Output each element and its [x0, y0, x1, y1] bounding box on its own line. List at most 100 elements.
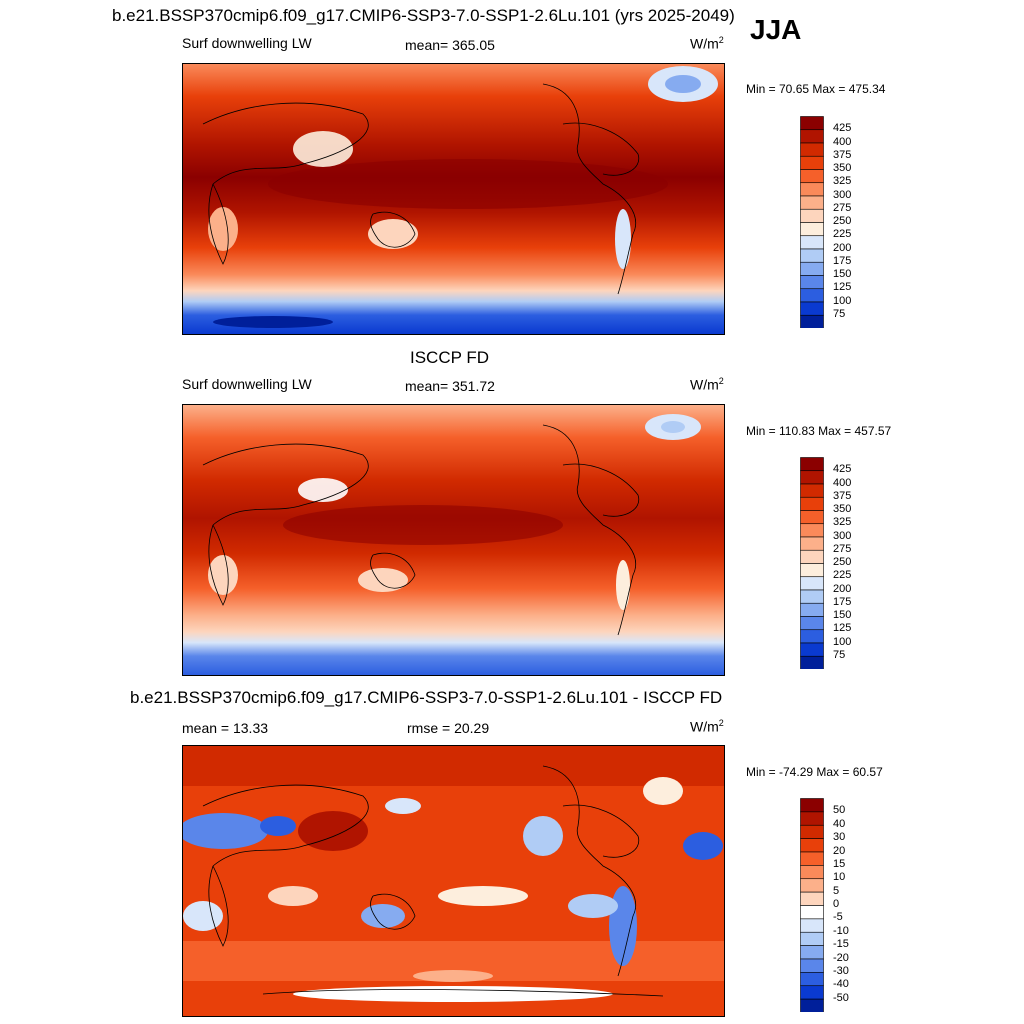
colorbar-swatch — [800, 301, 824, 316]
colorbar-tick-label: 0 — [833, 898, 840, 910]
colorbar-tick-label: 275 — [833, 542, 852, 555]
panel-diff-minmax: Min = -74.29 Max = 60.57 — [746, 765, 883, 779]
colorbar-tick-label: 40 — [833, 817, 846, 830]
panel-diff-title: b.e21.BSSP370cmip6.f09_g17.CMIP6-SSP3-7.… — [130, 688, 723, 707]
colorbar-tick-label: 300 — [833, 188, 852, 201]
colorbar-tick-label: 250 — [833, 556, 852, 568]
colorbar-tick-label: 125 — [833, 622, 852, 635]
colorbar-swatch — [800, 523, 824, 538]
map-diff-field — [183, 746, 724, 1016]
colorbar-swatch — [800, 798, 824, 813]
colorbar-swatch — [800, 208, 824, 223]
colorbar-swatch — [800, 222, 824, 237]
colorbar-tick-label: 250 — [833, 215, 852, 227]
colorbar-swatch — [800, 891, 824, 906]
panel-diff-mean-label: mean = 13.33 — [182, 720, 269, 736]
colorbar-tick-label: 225 — [833, 569, 852, 582]
colorbar-swatch — [800, 563, 824, 578]
colorbar-tick-label: 400 — [833, 476, 852, 489]
colorbar-swatch — [800, 235, 824, 250]
panel-diff-units-label: W/m2 — [690, 718, 724, 735]
panel-model-minmax: Min = 70.65 Max = 475.34 — [746, 82, 886, 96]
colorbar-tick-label: 175 — [833, 595, 852, 608]
colorbar-swatch — [800, 195, 824, 210]
colorbar-swatch — [800, 958, 824, 973]
panel-model-colorbar-swatches — [800, 116, 824, 329]
panel-model-mean-label: mean= 365.05 — [405, 37, 495, 53]
colorbar-tick-label: -40 — [833, 978, 849, 991]
colorbar-swatch — [800, 602, 824, 617]
colorbar-tick-label: -30 — [833, 964, 849, 977]
panel-obs-map — [182, 404, 725, 676]
panel-obs-mean-label: mean= 351.72 — [405, 378, 495, 394]
colorbar-swatch — [800, 905, 824, 920]
colorbar-tick-label: 10 — [833, 871, 846, 884]
colorbar-swatch — [800, 998, 824, 1013]
panel-model-units-label: W/m2 — [690, 35, 724, 52]
colorbar-tick-label: 200 — [833, 241, 852, 254]
colorbar-tick-label: 20 — [833, 844, 846, 857]
map-model-field — [183, 64, 724, 334]
colorbar-swatch — [800, 918, 824, 933]
colorbar-swatch — [800, 655, 824, 670]
colorbar-swatch — [800, 248, 824, 263]
panel-diff-colorbar-swatches — [800, 798, 824, 1013]
colorbar-tick-label: 425 — [833, 122, 852, 135]
colorbar-tick-label: 375 — [833, 148, 852, 161]
colorbar-tick-label: 50 — [833, 804, 846, 817]
colorbar-tick-label: 325 — [833, 175, 852, 188]
colorbar-swatch — [800, 642, 824, 657]
colorbar-swatch — [800, 838, 824, 853]
colorbar-tick-label: 150 — [833, 268, 852, 280]
panel-diff-rmse-label: rmse = 20.29 — [407, 720, 490, 736]
colorbar-tick-label: 350 — [833, 162, 852, 174]
colorbar-swatch — [800, 261, 824, 276]
colorbar-swatch — [800, 616, 824, 631]
panel-model-colorbar — [800, 116, 824, 329]
colorbar-tick-label: 350 — [833, 503, 852, 515]
colorbar-tick-label: -10 — [833, 924, 849, 937]
colorbar-tick-label: 75 — [833, 307, 846, 320]
colorbar-swatch — [800, 549, 824, 564]
colorbar-swatch — [800, 457, 824, 472]
colorbar-tick-label: 400 — [833, 135, 852, 148]
colorbar-swatch — [800, 483, 824, 498]
colorbar-tick-label: 300 — [833, 529, 852, 542]
colorbar-swatch — [800, 851, 824, 866]
colorbar-swatch — [800, 116, 824, 131]
colorbar-swatch — [800, 931, 824, 946]
colorbar-tick-label: 150 — [833, 609, 852, 621]
colorbar-tick-label: 100 — [833, 635, 852, 648]
panel-model-map — [182, 63, 725, 335]
colorbar-swatch — [800, 865, 824, 880]
colorbar-swatch — [800, 275, 824, 290]
panel-obs-colorbar — [800, 457, 824, 670]
colorbar-swatch — [800, 314, 824, 329]
colorbar-tick-label: -5 — [833, 911, 843, 924]
colorbar-swatch — [800, 142, 824, 157]
colorbar-tick-label: 75 — [833, 648, 846, 661]
colorbar-tick-label: 30 — [833, 831, 846, 844]
colorbar-swatch — [800, 182, 824, 197]
colorbar-tick-label: 325 — [833, 516, 852, 529]
colorbar-swatch — [800, 169, 824, 184]
season-label: JJA — [750, 14, 802, 45]
panel-obs-title: ISCCP FD — [410, 348, 490, 367]
colorbar-tick-label: -50 — [833, 991, 849, 1004]
panel-obs-variable-label: Surf downwelling LW — [182, 376, 312, 392]
colorbar-swatch — [800, 629, 824, 644]
panel-diff-map — [182, 745, 725, 1017]
colorbar-tick-label: 200 — [833, 582, 852, 595]
panel-diff-colorbar — [800, 798, 824, 1013]
colorbar-swatch — [800, 129, 824, 144]
colorbar-swatch — [800, 155, 824, 170]
panel-obs-units-label: W/m2 — [690, 376, 724, 393]
colorbar-swatch — [800, 288, 824, 303]
colorbar-tick-label: 375 — [833, 489, 852, 502]
colorbar-swatch — [800, 972, 824, 987]
colorbar-tick-label: 275 — [833, 201, 852, 214]
colorbar-tick-label: 5 — [833, 884, 840, 897]
colorbar-swatch — [800, 878, 824, 893]
colorbar-swatch — [800, 589, 824, 604]
panel-obs-colorbar-swatches — [800, 457, 824, 670]
